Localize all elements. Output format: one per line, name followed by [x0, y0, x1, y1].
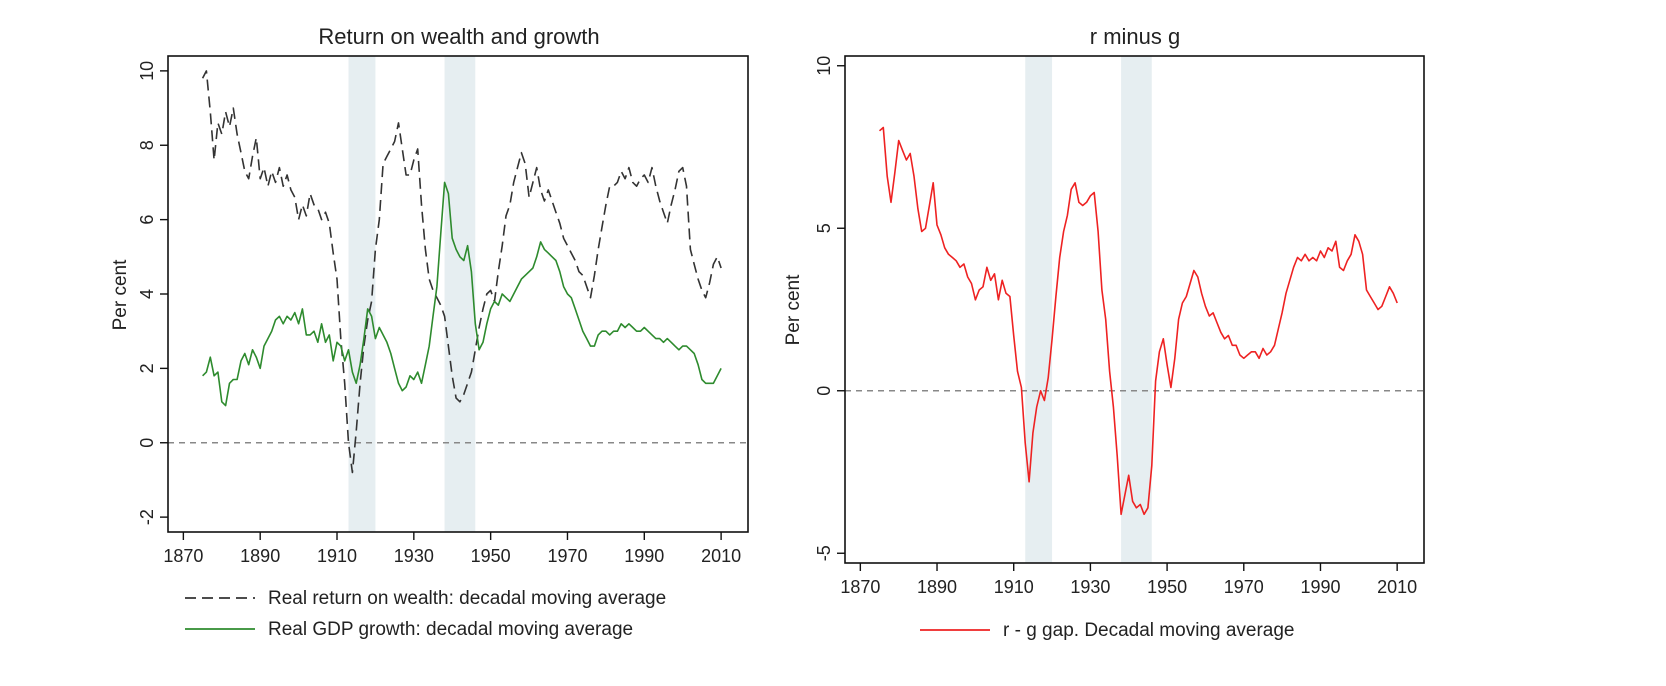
series-line-0	[201, 70, 722, 474]
x-tick-label: 1950	[1147, 577, 1187, 597]
x-tick-label: 1990	[624, 546, 664, 566]
shaded-period	[1025, 56, 1053, 563]
y-tick-label: 6	[137, 215, 157, 225]
y-tick-label: -2	[137, 509, 157, 525]
x-tick-label: 1870	[163, 546, 203, 566]
series-line-1	[202, 181, 722, 407]
chart-title: r minus g	[1090, 24, 1180, 49]
x-tick-label: 1910	[994, 577, 1034, 597]
y-tick-label: 8	[137, 140, 157, 150]
legend-label: Real GDP growth: decadal moving average	[268, 619, 633, 640]
y-tick-label: 5	[814, 223, 834, 233]
x-tick-label: 1970	[547, 546, 587, 566]
legend-label: r - g gap. Decadal moving average	[1003, 620, 1295, 641]
y-tick-label: 2	[137, 363, 157, 373]
shaded-period	[348, 56, 376, 532]
y-axis-label: Per cent	[783, 274, 804, 345]
shaded-period	[444, 56, 476, 532]
y-tick-label: 10	[137, 61, 157, 81]
y-tick-label: 0	[814, 386, 834, 396]
x-tick-label: 1990	[1300, 577, 1340, 597]
shaded-period	[1121, 56, 1152, 563]
x-tick-label: 1890	[240, 546, 280, 566]
x-tick-label: 1970	[1224, 577, 1264, 597]
x-tick-label: 1930	[1070, 577, 1110, 597]
chart-return-on-wealth-and-growth: Return on wealth and growth Per cent 187…	[110, 24, 749, 640]
x-tick-label: 1910	[317, 546, 357, 566]
y-tick-label: 10	[814, 56, 834, 76]
y-axis-label: Per cent	[110, 259, 131, 330]
x-tick-label: 1890	[917, 577, 957, 597]
x-tick-label: 1930	[394, 546, 434, 566]
chart-r-minus-g: r minus g Per cent 1870 1890 1910 1930 1950 1…	[783, 24, 1425, 641]
legend-label: Real return on wealth: decadal moving av…	[268, 588, 666, 609]
y-tick-label: 0	[137, 438, 157, 448]
y-tick-label: 4	[137, 289, 157, 299]
plot-frame	[844, 55, 1425, 564]
x-tick-label: 2010	[1377, 577, 1417, 597]
y-tick-label: -5	[814, 545, 834, 561]
x-tick-label: 1870	[840, 577, 880, 597]
series-line-0	[878, 126, 1398, 516]
x-tick-label: 2010	[701, 546, 741, 566]
x-tick-label: 1950	[471, 546, 511, 566]
chart-title: Return on wealth and growth	[318, 24, 599, 49]
